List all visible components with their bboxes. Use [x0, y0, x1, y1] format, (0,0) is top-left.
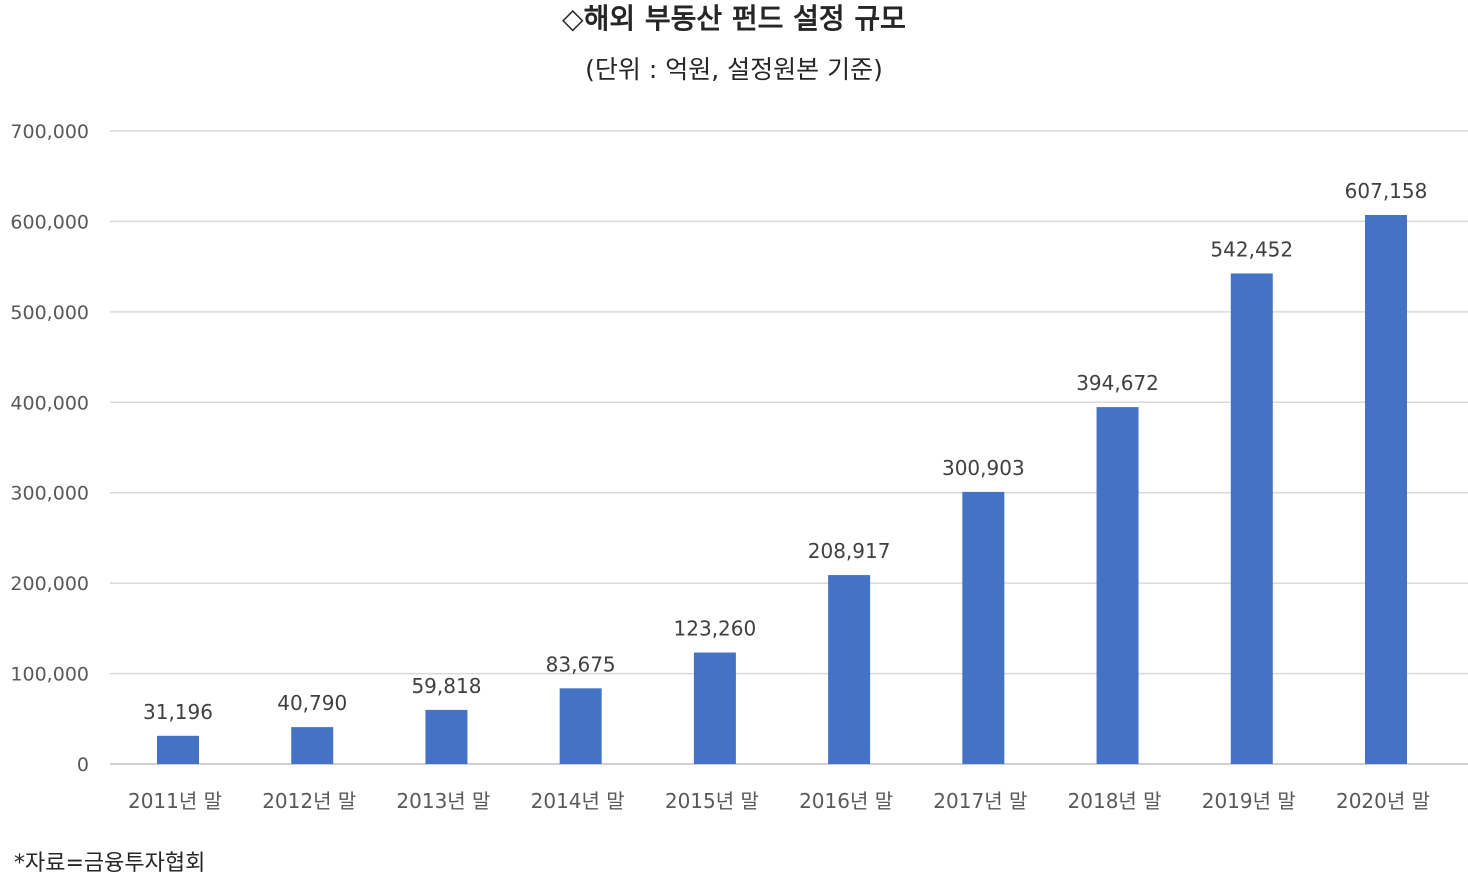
y-tick-label: 400,000 — [10, 392, 89, 414]
y-tick-label: 300,000 — [10, 483, 89, 505]
chart-subtitle: (단위 : 억원, 설정원본 기준) — [585, 55, 883, 84]
bar — [962, 491, 1005, 764]
y-tick-label: 600,000 — [10, 211, 89, 233]
y-tick-label: 200,000 — [10, 573, 89, 595]
data-label: 300,903 — [942, 456, 1025, 480]
data-label: 542,452 — [1210, 237, 1293, 261]
y-tick-label: 0 — [77, 754, 89, 776]
data-label: 31,196 — [143, 700, 213, 724]
x-tick-label: 2019년 말 — [1202, 789, 1296, 813]
x-tick-label: 2015년 말 — [665, 789, 759, 813]
bar — [1096, 407, 1139, 764]
source-note: *자료=금융투자협회 — [14, 851, 206, 876]
bar — [1230, 273, 1273, 764]
data-label: 59,818 — [411, 674, 481, 698]
x-tick-label: 2016년 말 — [799, 789, 893, 813]
x-tick-label: 2011년 말 — [128, 789, 222, 813]
bar — [157, 735, 199, 764]
bar — [693, 652, 736, 764]
x-tick-label: 2017년 말 — [933, 789, 1027, 813]
bar — [425, 709, 468, 764]
y-tick-label: 500,000 — [10, 302, 89, 324]
x-tick-label: 2018년 말 — [1068, 789, 1162, 813]
data-label: 83,675 — [546, 652, 616, 676]
bar — [828, 575, 871, 764]
data-label: 208,917 — [808, 539, 891, 563]
y-tick-label: 100,000 — [10, 664, 89, 686]
data-label: 394,672 — [1076, 371, 1159, 395]
data-label: 607,158 — [1345, 179, 1428, 203]
chart-title: ◇해외 부동산 펀드 설정 규모 — [562, 2, 906, 35]
bar — [559, 688, 602, 764]
bar — [1365, 214, 1407, 764]
data-label: 40,790 — [277, 691, 347, 715]
x-tick-label: 2012년 말 — [262, 789, 356, 813]
y-tick-label: 700,000 — [10, 121, 89, 143]
x-tick-label: 2014년 말 — [531, 789, 625, 813]
x-tick-label: 2020년 말 — [1336, 789, 1430, 813]
data-label: 123,260 — [674, 617, 757, 641]
x-tick-label: 2013년 말 — [396, 789, 490, 813]
bar — [291, 727, 334, 764]
